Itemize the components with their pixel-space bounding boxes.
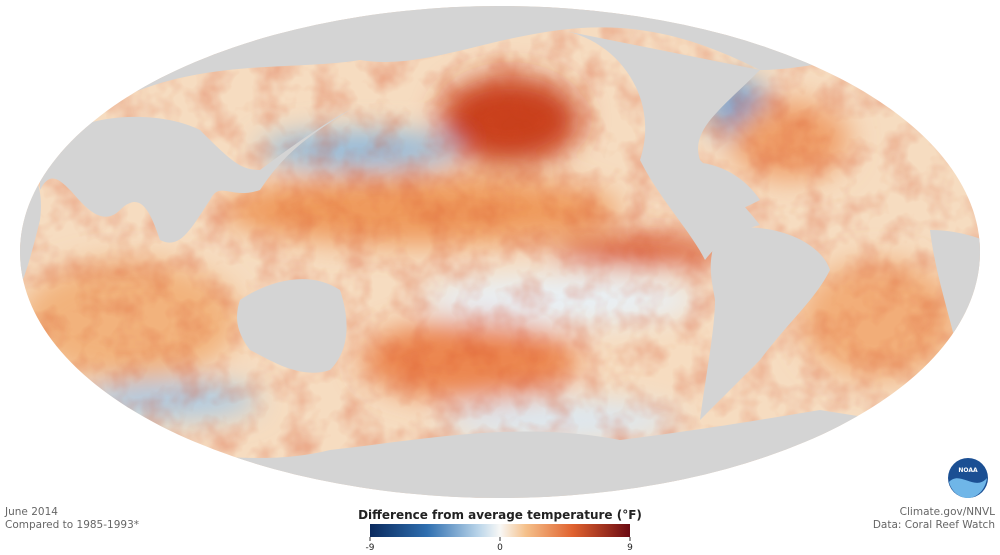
legend-title: Difference from average temperature (°F) bbox=[358, 508, 642, 522]
tick-label: 9 bbox=[627, 543, 633, 553]
date-label: June 2014 bbox=[4, 506, 58, 518]
baseline-label: Compared to 1985-1993* bbox=[5, 519, 139, 531]
color-bar-ticks: -9 0 9 bbox=[366, 537, 633, 553]
svg-text:NOAA: NOAA bbox=[958, 467, 978, 474]
source-label: Data: Coral Reef Watch bbox=[873, 519, 995, 531]
credit-label: Climate.gov/NNVL bbox=[900, 506, 995, 518]
noaa-logo: NOAA bbox=[948, 458, 988, 498]
tick-label: -9 bbox=[366, 543, 375, 553]
tick-label: 0 bbox=[497, 543, 503, 553]
color-bar bbox=[370, 524, 630, 537]
